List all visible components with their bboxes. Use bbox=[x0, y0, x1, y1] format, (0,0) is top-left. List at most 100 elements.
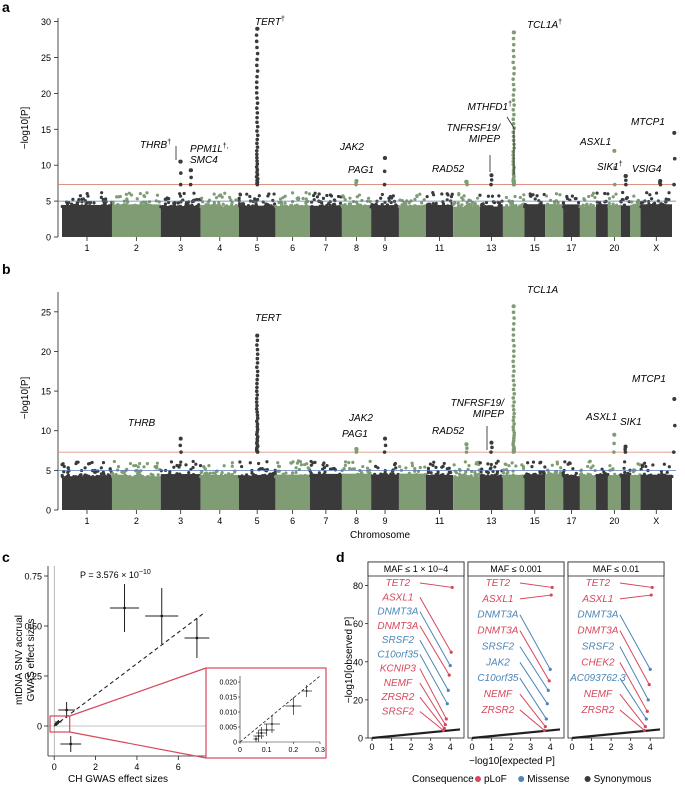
b-snp-point bbox=[486, 474, 490, 478]
b-snp-point bbox=[123, 473, 127, 477]
a-snp-point bbox=[505, 203, 509, 208]
d-facet-title: MAF ≤ 0.001 bbox=[490, 564, 541, 574]
a-chrom-band bbox=[200, 206, 239, 237]
a-peak-point bbox=[511, 36, 516, 41]
d-gene-leader bbox=[419, 682, 446, 725]
b-peak-point bbox=[511, 428, 516, 432]
a-peak-top bbox=[178, 159, 183, 164]
a-snp-point bbox=[522, 198, 526, 202]
a-snp-point bbox=[228, 195, 232, 199]
b-snp-point bbox=[62, 470, 66, 474]
c-ytick-label: 0.75 bbox=[24, 572, 42, 582]
b-snp-point bbox=[631, 470, 635, 474]
d-xtick-label: 3 bbox=[628, 742, 633, 752]
a-snp-point bbox=[212, 192, 216, 196]
a-snp-point bbox=[434, 203, 438, 208]
a-snp-point bbox=[280, 204, 284, 208]
d-gene-point bbox=[445, 702, 449, 706]
c-inset-xtick-label: 0 bbox=[238, 747, 242, 754]
d-xtick-label: 3 bbox=[528, 742, 533, 752]
b-snp-point bbox=[172, 465, 176, 469]
c-ytick-label: 0.25 bbox=[24, 672, 42, 682]
b-peak-point bbox=[671, 450, 676, 454]
a-snp-point bbox=[456, 201, 460, 205]
b-snp-point bbox=[371, 475, 375, 479]
a-gene-label: TCL1A† bbox=[527, 19, 562, 31]
a-gene-label: THRB† bbox=[140, 139, 171, 151]
a-chrom-band bbox=[563, 204, 580, 237]
b-chrom-label: 3 bbox=[178, 516, 183, 526]
a-snp-point bbox=[127, 205, 131, 209]
b-snp-point bbox=[512, 475, 517, 479]
panel-d-letter: d bbox=[336, 549, 345, 565]
b-snp-point bbox=[282, 475, 286, 479]
a-snp-point bbox=[584, 203, 588, 207]
b-snp-point bbox=[317, 471, 321, 475]
b-snp-point bbox=[112, 459, 116, 464]
b-peak-top bbox=[354, 446, 359, 451]
a-snp-point bbox=[380, 202, 384, 207]
panel-a-letter: a bbox=[2, 0, 10, 15]
b-snp-point bbox=[198, 464, 203, 468]
b-snp-point bbox=[459, 474, 463, 478]
b-peak-point bbox=[511, 387, 516, 392]
a-snp-point bbox=[490, 205, 494, 209]
a-dagger: † bbox=[167, 139, 171, 146]
b-snp-point bbox=[477, 472, 481, 476]
d-gene-leader bbox=[519, 677, 547, 720]
b-snp-point bbox=[493, 465, 497, 469]
a-peak-point bbox=[255, 145, 260, 149]
b-snp-point bbox=[178, 472, 182, 477]
d-gene-point bbox=[544, 717, 548, 721]
d-gene-point bbox=[550, 585, 554, 590]
a-snp-point bbox=[317, 192, 321, 196]
a-snp-point bbox=[285, 205, 289, 209]
c-point bbox=[69, 742, 73, 746]
b-peak-point bbox=[255, 365, 259, 370]
a-snp-point bbox=[253, 204, 257, 209]
d-gene-leader bbox=[419, 625, 450, 676]
a-chrom-band bbox=[630, 204, 641, 237]
c-point bbox=[56, 720, 60, 724]
a-snp-point bbox=[498, 204, 502, 209]
a-chrom-band bbox=[479, 206, 503, 237]
d-gene-label: TET2 bbox=[486, 578, 511, 589]
a-snp-point bbox=[408, 204, 412, 208]
a-snp-point bbox=[360, 198, 364, 203]
b-snp-point bbox=[168, 471, 172, 476]
a-snp-point bbox=[510, 204, 514, 208]
a-snp-point bbox=[565, 194, 569, 199]
b-chrom-label: X bbox=[653, 516, 659, 526]
b-snp-point bbox=[501, 471, 506, 475]
b-snp-point bbox=[557, 475, 561, 479]
a-snp-point bbox=[204, 202, 208, 207]
a-peak-point bbox=[254, 80, 259, 84]
a-snp-point bbox=[320, 201, 324, 205]
d-gene-label: NEMF bbox=[484, 689, 513, 700]
b-peak-point bbox=[383, 443, 388, 448]
b-gene-label: PAG1 bbox=[342, 429, 368, 440]
b-snp-point bbox=[636, 474, 641, 478]
b-snp-point bbox=[410, 461, 414, 465]
a-snp-point bbox=[92, 201, 96, 205]
b-chrom-band bbox=[596, 473, 608, 510]
a-snp-point bbox=[663, 200, 668, 204]
a-chrom-band bbox=[309, 205, 342, 237]
a-snp-point bbox=[72, 203, 76, 208]
a-snp-point bbox=[377, 205, 381, 209]
b-peak-point bbox=[255, 381, 259, 386]
a-snp-point bbox=[551, 205, 555, 209]
d-gene-point bbox=[543, 724, 547, 729]
a-dagger: † bbox=[281, 16, 285, 23]
c-pvalue-label: P = 3.576 × 10−10 bbox=[80, 569, 151, 580]
a-chrom-band bbox=[160, 206, 201, 237]
b-peak-point bbox=[254, 419, 259, 424]
a-snp-point bbox=[277, 201, 281, 205]
b-snp-point bbox=[172, 475, 176, 479]
c-xtick-label: 4 bbox=[134, 762, 139, 772]
b-snp-point bbox=[603, 472, 607, 476]
a-snp-point bbox=[576, 200, 581, 205]
b-snp-point bbox=[633, 474, 637, 479]
b-peak-point bbox=[511, 404, 516, 408]
a-snp-point bbox=[155, 193, 160, 197]
